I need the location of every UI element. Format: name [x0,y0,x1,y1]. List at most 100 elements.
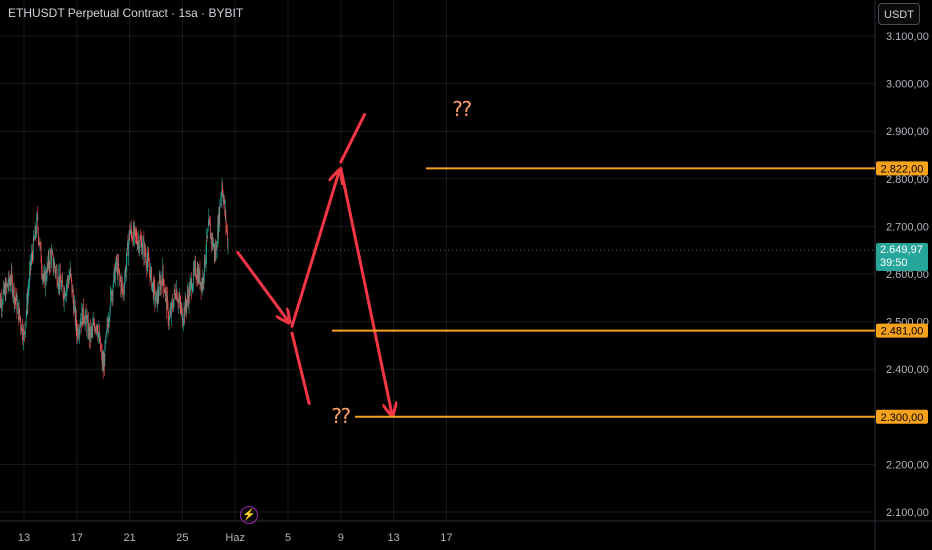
candle-body [219,211,220,223]
candle-body [22,336,24,341]
level-price-label: 2.481,00 [881,326,924,338]
candle-body [30,259,32,266]
candle-body [113,273,114,287]
horizontal-levels[interactable]: 2.822,00 2.481,00 2.300,00 [332,161,928,424]
candle-body [73,303,75,312]
level-price-tag [876,323,928,338]
candle-body [50,252,52,264]
price-axis-label: 2.600,00 [886,269,929,281]
candle-body [210,225,211,239]
candle-body [204,255,205,278]
candle-body [194,265,195,271]
candle-body [151,268,152,289]
candle-body [149,267,150,271]
candle-body [216,246,218,251]
candle-body [137,241,138,248]
candle-body [218,211,219,235]
candle-body [6,282,7,287]
candle-body [124,279,125,291]
candle-body [204,255,206,266]
projection-arrows[interactable] [236,113,392,416]
candle-body [129,231,131,236]
candle-body [8,274,9,287]
time-axis-label: 5 [285,532,291,544]
candle-body [35,227,36,235]
candle-body [117,261,118,277]
candle-body [48,255,49,266]
candle-body [69,275,70,278]
candle-body [32,252,33,255]
candle-body [22,323,23,337]
candle-body [64,290,65,298]
candle-body [205,254,207,262]
price-axis-label: 2.200,00 [886,459,929,471]
current-price-tag: 2.649,97 39:50 [876,243,928,271]
candle-body [99,337,101,342]
candle-body [99,330,100,342]
candle-body [209,222,211,226]
candle-body [226,225,227,229]
time-axis-label: Haz [225,532,245,544]
price-axis[interactable]: 3.100,00 3.000,00 2.900,00 2.800,00 2.700,00… [886,31,929,519]
candle-body [94,322,95,327]
candle-body [78,334,79,336]
candle-body [194,262,196,266]
candle-body [197,270,199,284]
candle-body [167,296,168,303]
candle-body [187,293,189,298]
candle-body [3,284,4,293]
candle-body [110,291,112,292]
candle-body [13,286,15,303]
candle-body [140,239,141,241]
candle-body [128,231,130,243]
candle-body [49,252,51,267]
candle-body [90,327,91,339]
candle-body [185,298,186,306]
candle-body [159,280,161,282]
candle-body [136,234,137,242]
candle-body [186,301,188,309]
candle-body [173,299,174,310]
candlestick-series [0,177,875,379]
time-axis-label: 17 [440,532,452,544]
candle-body [221,193,222,198]
candle-body [1,305,3,308]
candle-body [106,323,108,331]
candle-body [3,284,5,293]
candle-body [82,304,84,325]
candle-body [196,277,197,280]
candle-body [207,229,208,237]
candle-body [87,319,89,322]
candle-body [1,299,2,308]
projection-arrow [290,170,340,328]
candle-body [84,321,85,324]
candle-body [177,301,179,304]
candle-body [225,210,227,226]
candle-body [172,302,173,308]
candle-body [54,263,55,268]
candle-body [197,270,198,280]
candle-body [179,298,181,305]
candle-body [178,299,180,301]
candle-body [82,309,83,325]
time-axis[interactable]: 13 17 21 25 Haz 5 9 13 17 [18,532,453,544]
candle-body [24,331,25,333]
candle-body [133,226,135,237]
candle-body [188,297,189,305]
candle-body [208,226,209,230]
candle-body [72,288,73,293]
candle-body [41,263,42,270]
candle-body [68,277,70,284]
currency-button[interactable]: USDT [878,3,920,25]
candle-body [46,263,48,279]
candle-body [69,268,71,276]
projection-arrow [236,251,289,323]
candle-body [225,210,226,213]
candle-body [162,266,163,286]
candle-body [157,290,158,306]
candle-body [155,301,156,302]
candle-body [208,217,210,227]
candle-body [116,261,118,265]
lightning-icon[interactable]: ⚡ [240,506,258,524]
